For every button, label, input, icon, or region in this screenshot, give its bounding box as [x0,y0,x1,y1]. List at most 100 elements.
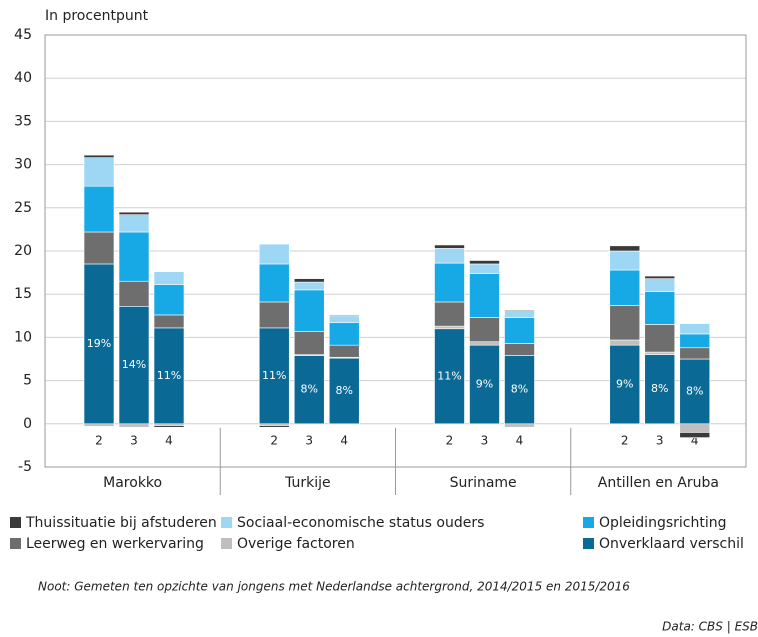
bar-segment [644,275,676,279]
bar-segment [293,278,325,283]
bar-segment [258,425,290,428]
bar-segment [153,314,185,329]
y-tick-label: 30 [14,157,32,173]
bar-segment [258,243,290,265]
bar-label: 14% [122,358,146,371]
bar-segment [83,231,115,265]
bar-segment [469,263,500,274]
bar-segment [679,323,711,335]
bar-segment [609,344,641,425]
bar-segment [153,327,185,425]
bar-segment [328,344,360,358]
legend-swatch [10,538,21,549]
bar-segment [609,269,641,306]
y-tick-label: 40 [14,70,32,86]
x-tick-label: 2 [446,434,454,448]
bar-segment [504,423,535,428]
bar-segment [258,327,290,425]
group-label: Turkije [284,475,331,491]
bar-segment [118,231,150,282]
group-label: Marokko [103,475,162,491]
bar-label: 8% [651,382,668,395]
x-tick-label: 4 [340,434,348,448]
x-tick-label: 4 [165,434,173,448]
bar-label: 8% [301,383,318,396]
bar-segment [644,278,676,292]
bar-segment [644,351,676,355]
bar-segment [258,301,290,329]
bar-segment [293,289,325,332]
y-tick-label: 45 [14,27,32,43]
bar-segment [83,157,115,187]
bar-segment [644,324,676,353]
bar-segment [504,343,535,356]
bar-segment [293,355,325,425]
bar-segment [153,284,185,316]
y-tick-label: 10 [14,329,32,345]
x-tick-label: 3 [305,434,313,448]
bar-segment [83,423,115,427]
bar-label: 8% [511,383,528,396]
y-tick-label: 20 [14,243,32,259]
legend-label: Overige factoren [237,536,355,552]
bar-segment [679,333,711,349]
bar-segment [83,185,115,233]
legend-swatch [10,517,21,528]
bar-segment [83,263,115,425]
x-tick-label: 2 [270,434,278,448]
x-tick-label: 3 [656,434,664,448]
bar-label: 9% [616,377,633,390]
bar-label: 11% [437,369,461,382]
y-tick-label: 15 [14,286,32,302]
y-axis-label: In procentpunt [45,8,149,24]
x-tick-label: 4 [691,434,699,448]
x-tick-label: 4 [516,434,524,448]
bar-segment [293,331,325,355]
bar-segment [434,262,465,303]
y-tick-label: 0 [23,416,32,432]
bar-segment [609,245,641,252]
bar-label: 9% [476,377,493,390]
bar-segment [679,432,711,438]
bar-segment [118,423,150,428]
bar-segment [469,260,500,265]
x-tick-label: 3 [481,434,489,448]
legend-label: Sociaal-economische status ouders [237,515,484,531]
bar-segment [644,354,676,425]
bar-segment [644,291,676,325]
bar-label: 11% [262,369,286,382]
bar-segment [258,263,290,303]
bar-segment [469,317,500,343]
bar-segment [434,248,465,264]
bar-label: 8% [686,384,703,397]
bar-label: 8% [336,384,353,397]
note: Noot: Gemeten ten opzichte van jongens m… [38,580,630,594]
x-tick-label: 3 [130,434,138,448]
bar-segment [118,214,150,233]
bar-segment [469,273,500,318]
bar-segment [434,325,465,330]
bar-segment [609,250,641,271]
bar-segment [118,305,150,425]
bar-segment [434,301,465,327]
bar-segment [434,328,465,425]
legend-swatch [583,517,594,528]
bar-segment [118,280,150,307]
y-tick-label: 35 [14,113,32,129]
legend-swatch [221,517,232,528]
group-label: Antillen en Aruba [598,475,719,491]
x-tick-label: 2 [95,434,103,448]
bar-segment [434,244,465,249]
bar-segment [504,355,535,425]
legend-label: Opleidingsrichting [599,515,726,531]
source: Data: CBS | ESB [662,620,758,634]
bar-segment [293,281,325,291]
bar-segment [504,310,535,318]
legend-label: Leerweg en werkervaring [26,536,204,552]
legend-swatch [221,538,232,549]
legend-label: Onverklaard verschil [599,536,744,552]
bar-segment [328,322,360,346]
y-tick-label: 25 [14,200,32,216]
legend-label: Thuissituatie bij afstuderen [25,515,217,531]
